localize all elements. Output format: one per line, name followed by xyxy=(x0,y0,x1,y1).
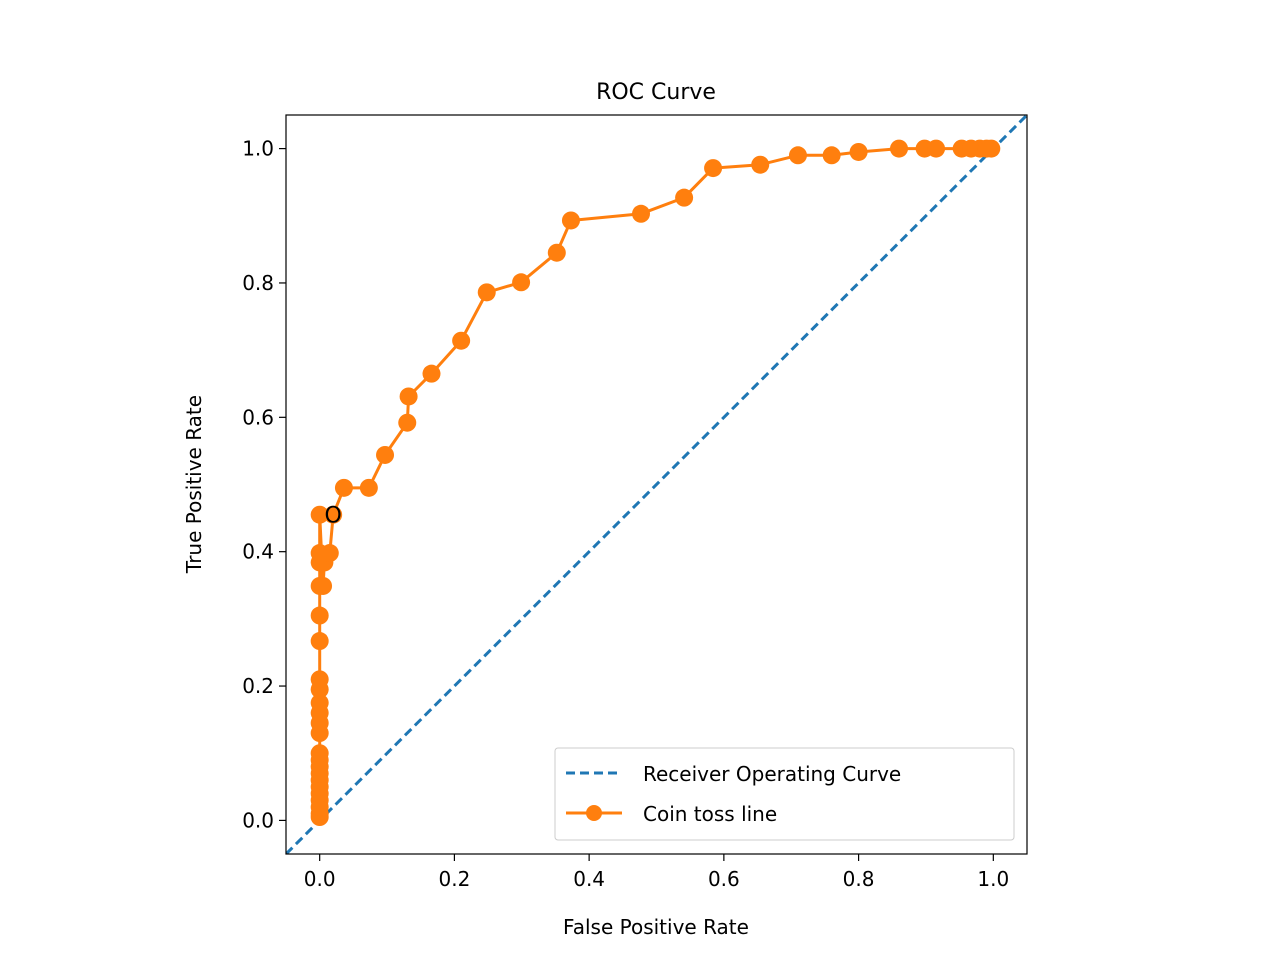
data-point xyxy=(334,478,353,497)
data-point xyxy=(310,670,329,689)
data-point xyxy=(675,188,694,207)
data-point xyxy=(310,505,329,524)
plot-area: O xyxy=(285,114,1028,855)
data-point xyxy=(422,364,441,383)
y-axis-label: True Positive Rate xyxy=(182,395,206,574)
data-point xyxy=(890,139,909,158)
x-axis-label: False Positive Rate xyxy=(563,915,749,939)
y-tick-label: 0.4 xyxy=(242,540,274,564)
legend-label-coin-toss-line: Coin toss line xyxy=(643,802,777,826)
y-tick-label: 0.6 xyxy=(242,405,274,429)
data-point xyxy=(547,243,566,262)
x-tick-label: 0.2 xyxy=(439,867,471,891)
y-tick-label: 0.8 xyxy=(242,271,274,295)
data-point xyxy=(359,478,378,497)
data-point xyxy=(310,693,329,712)
x-axis-ticks: 0.0 0.2 0.4 0.6 0.8 1.0 xyxy=(304,854,1009,891)
x-tick-label: 0.0 xyxy=(304,867,336,891)
y-tick-label: 0.0 xyxy=(242,808,274,832)
annotation-layer: O xyxy=(324,504,341,529)
legend: Receiver Operating Curve Coin toss line xyxy=(554,747,1015,841)
data-point xyxy=(927,139,946,158)
annotation-marker: O xyxy=(324,504,341,529)
data-point xyxy=(982,139,1001,158)
legend-label-receiver-operating-curve: Receiver Operating Curve xyxy=(643,762,901,786)
data-point xyxy=(399,387,418,406)
data-point xyxy=(477,283,496,302)
data-point xyxy=(632,204,651,223)
axes-frame xyxy=(285,114,1028,855)
data-point xyxy=(788,146,807,165)
data-point xyxy=(310,632,329,651)
series-line-receiver-operating-curve xyxy=(286,115,1027,854)
y-axis-ticks: 0.0 0.2 0.4 0.6 0.8 1.0 xyxy=(242,137,286,832)
data-point xyxy=(320,544,339,563)
x-tick-label: 0.6 xyxy=(708,867,740,891)
data-point xyxy=(704,159,723,178)
legend-swatch-marker xyxy=(586,805,602,821)
chart-title: ROC Curve xyxy=(596,80,716,105)
data-point xyxy=(751,155,770,174)
x-tick-label: 1.0 xyxy=(977,867,1009,891)
x-tick-label: 0.8 xyxy=(843,867,875,891)
data-point xyxy=(310,744,329,763)
data-point xyxy=(324,505,343,524)
data-point xyxy=(398,413,417,432)
y-tick-label: 1.0 xyxy=(242,137,274,161)
series-layer xyxy=(286,115,1027,854)
data-point xyxy=(561,211,580,230)
legend-box xyxy=(554,747,1015,841)
data-point xyxy=(849,142,868,161)
data-point xyxy=(452,331,471,350)
y-tick-label: 0.2 xyxy=(242,674,274,698)
data-point xyxy=(512,273,531,292)
x-tick-label: 0.4 xyxy=(573,867,605,891)
data-point xyxy=(310,606,329,625)
data-point xyxy=(376,445,395,464)
data-point xyxy=(314,576,333,595)
data-point xyxy=(822,146,841,165)
